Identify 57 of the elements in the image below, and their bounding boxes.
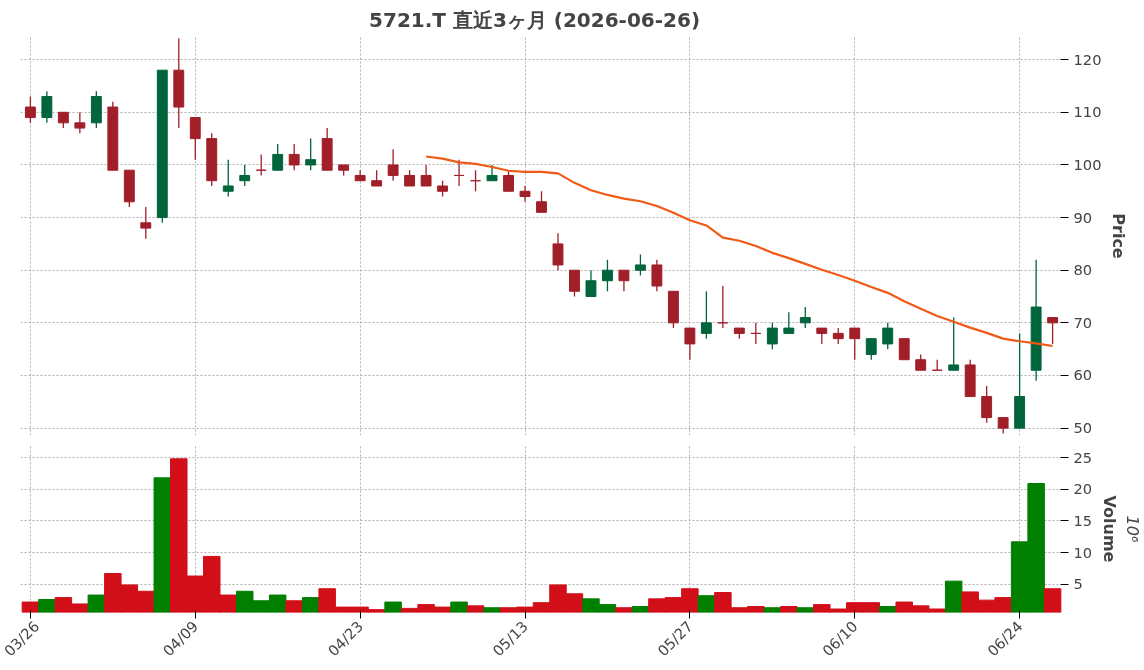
y-tick-label: 60 xyxy=(1073,366,1093,384)
y-tick-label: 100 xyxy=(1073,155,1102,173)
candlestick xyxy=(766,322,778,350)
candlestick xyxy=(634,253,646,277)
candlestick xyxy=(981,385,993,424)
candlestick xyxy=(618,269,630,292)
candlestick xyxy=(898,338,910,361)
y-tick-label: 50 xyxy=(1073,419,1093,437)
candlestick xyxy=(602,259,613,292)
candlestick xyxy=(255,153,267,177)
candlestick xyxy=(24,95,36,124)
y-tick-label: 20 xyxy=(1073,480,1093,498)
candlestick xyxy=(865,338,877,361)
candlestick xyxy=(305,137,317,171)
y-tick-label: 110 xyxy=(1073,103,1102,121)
y-tick-label: 90 xyxy=(1073,208,1093,226)
candlestick xyxy=(519,185,531,203)
candlestick xyxy=(783,311,795,335)
candlestick xyxy=(750,322,762,345)
candlestick xyxy=(536,190,547,213)
y-tick-label: 25 xyxy=(1073,448,1093,466)
candlestick xyxy=(684,327,696,361)
candlestick xyxy=(882,322,894,350)
y-tick-label: 10 xyxy=(1073,543,1093,561)
candlestick xyxy=(1047,316,1059,345)
text: 10⁶ xyxy=(1122,515,1142,543)
candlestick xyxy=(189,116,201,161)
candlestick xyxy=(222,159,234,198)
candlestick xyxy=(470,169,481,192)
line-series xyxy=(424,155,1054,348)
candlestick xyxy=(799,306,811,329)
y-axis-title: Volume xyxy=(1100,495,1120,563)
candlestick xyxy=(717,285,729,329)
candlestick xyxy=(569,269,580,298)
candlestick xyxy=(420,164,432,187)
y-tick-label: 70 xyxy=(1073,313,1093,331)
candlestick xyxy=(849,327,861,361)
candlestick xyxy=(288,143,300,171)
candlestick xyxy=(651,259,663,292)
candlestick xyxy=(700,290,712,340)
candlestick xyxy=(140,206,152,240)
y-tick-label: 120 xyxy=(1073,50,1102,68)
y-axis-title: Price xyxy=(1109,213,1129,259)
y-tick-label: 80 xyxy=(1073,261,1093,279)
candlestick xyxy=(272,143,284,171)
candlestick xyxy=(74,111,86,134)
candlestick xyxy=(585,269,597,298)
y-tick-label: 15 xyxy=(1073,511,1093,529)
chart-title: 5721.T 直近3ヶ月 (2026-06-26) xyxy=(369,7,701,32)
candlestick xyxy=(948,316,960,371)
y-tick-label: 5 xyxy=(1073,575,1083,593)
candlestick xyxy=(239,164,251,187)
candlestick xyxy=(453,159,465,187)
candlestick xyxy=(387,148,399,182)
candlestick xyxy=(41,90,53,124)
candlestick xyxy=(552,232,564,271)
candlestick xyxy=(503,169,514,192)
